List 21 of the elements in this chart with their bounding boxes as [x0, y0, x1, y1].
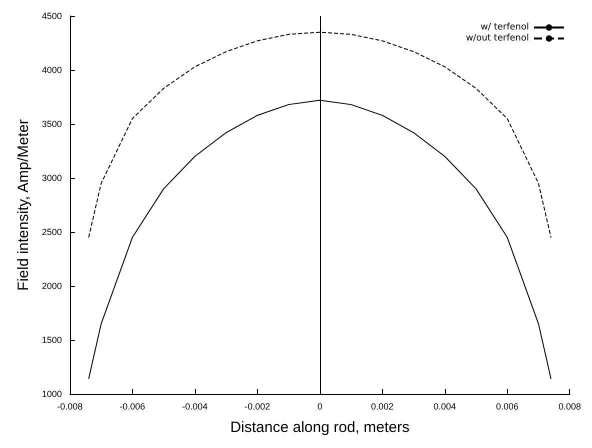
y-tick-label: 3500 — [42, 119, 62, 129]
x-tick-label: -0.002 — [244, 402, 270, 412]
y-axis-title: Field intensity, Amp/Meter — [15, 119, 32, 291]
y-tick-label: 4000 — [42, 65, 62, 75]
x-tick-label: 0.006 — [496, 402, 519, 412]
x-tick-label: 0.002 — [371, 402, 394, 412]
x-tick-label: 0.008 — [558, 402, 582, 412]
x-tick-label: -0.004 — [182, 402, 208, 412]
y-tick-label: 3000 — [42, 173, 62, 183]
legend-label: w/ terfenol — [480, 22, 529, 32]
y-tick-label: 2500 — [42, 227, 62, 237]
y-tick-label: 2000 — [42, 281, 62, 291]
y-tick-label: 1500 — [42, 335, 62, 345]
x-tick-label: -0.006 — [120, 402, 146, 412]
y-tick-label: 1000 — [42, 389, 62, 399]
x-tick-label: 0.004 — [434, 402, 456, 412]
x-axis-title: Distance along rod, meters — [230, 419, 410, 436]
y-tick-label: 4500 — [42, 11, 62, 21]
legend-label: w/out terfenol — [466, 34, 529, 44]
x-tick-label: 0 — [317, 402, 322, 412]
x-tick-label: -0.008 — [57, 402, 83, 412]
